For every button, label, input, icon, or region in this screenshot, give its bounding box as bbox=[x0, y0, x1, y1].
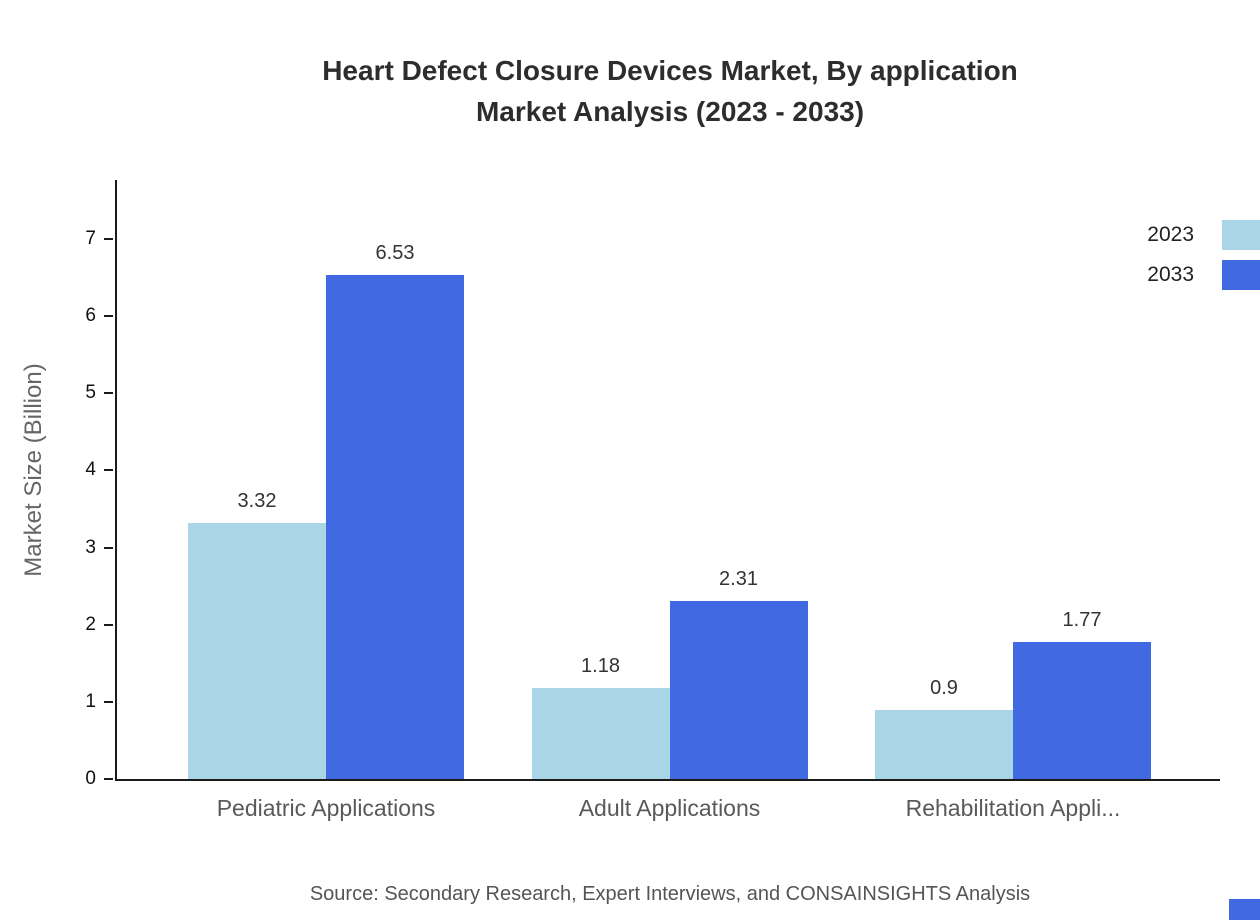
bar-2023 bbox=[188, 522, 326, 779]
y-tick-label: 0 bbox=[85, 768, 96, 789]
y-tick-mark bbox=[104, 700, 113, 703]
y-tick-label: 5 bbox=[85, 382, 96, 404]
legend-item-2033: 2033 bbox=[1147, 260, 1260, 290]
bar-value-label: 0.9 bbox=[930, 676, 958, 699]
y-tick-label: 4 bbox=[85, 459, 96, 481]
chart-title: Heart Defect Closure Devices Market, By … bbox=[0, 50, 1260, 132]
y-tick-label: 3 bbox=[85, 536, 96, 558]
y-axis-title: Market Size (Billion) bbox=[20, 363, 47, 577]
x-axis-line bbox=[115, 779, 1220, 781]
plot-area: 0 1 2 3 4 5 6 7 3.32 6.53 Pediatric Applications 1.… bbox=[85, 180, 1220, 821]
y-tick-label: 1 bbox=[85, 690, 96, 712]
legend-item-2023: 2023 bbox=[1147, 220, 1260, 250]
source-note: Source: Secondary Research, Expert Inter… bbox=[309, 883, 1031, 905]
y-tick-mark bbox=[104, 623, 113, 626]
category-label: Adult Applications bbox=[578, 795, 761, 821]
bar-2023 bbox=[875, 709, 1013, 779]
y-tick-mark bbox=[104, 392, 113, 395]
y-tick-mark bbox=[104, 238, 113, 240]
y-tick-label: 7 bbox=[85, 228, 96, 249]
chart-title-line1: Heart Defect Closure Devices Market, By … bbox=[322, 55, 1018, 86]
bar-2033 bbox=[1013, 642, 1151, 779]
y-tick-label: 2 bbox=[85, 613, 96, 635]
bar-2033 bbox=[669, 600, 808, 779]
y-tick-mark bbox=[104, 315, 113, 318]
legend-swatch bbox=[1222, 260, 1260, 290]
category-label: Pediatric Applications bbox=[216, 795, 436, 821]
y-axis-line bbox=[115, 180, 117, 781]
y-tick-mark bbox=[104, 778, 113, 780]
legend-label: 2033 bbox=[1147, 263, 1194, 286]
legend-swatch bbox=[1222, 220, 1260, 250]
bar-2033 bbox=[326, 275, 464, 779]
legend: 2023 2033 bbox=[1147, 220, 1260, 300]
bar-value-label: 6.53 bbox=[375, 242, 415, 265]
brand-mark bbox=[1229, 899, 1260, 920]
chart-title-line2: Market Analysis (2023 - 2033) bbox=[475, 96, 865, 127]
y-tick-label: 6 bbox=[85, 305, 96, 327]
category-label: Rehabilitation Appli... bbox=[905, 795, 1121, 821]
y-tick-mark bbox=[104, 546, 113, 549]
bar-value-label: 1.18 bbox=[581, 654, 620, 677]
bar-value-label: 2.31 bbox=[719, 567, 758, 590]
bar-value-label: 1.77 bbox=[1062, 609, 1102, 632]
y-tick-mark bbox=[104, 469, 113, 472]
bar-2023 bbox=[531, 687, 670, 779]
bar-value-label: 3.32 bbox=[237, 489, 277, 512]
legend-label: 2023 bbox=[1147, 223, 1194, 246]
